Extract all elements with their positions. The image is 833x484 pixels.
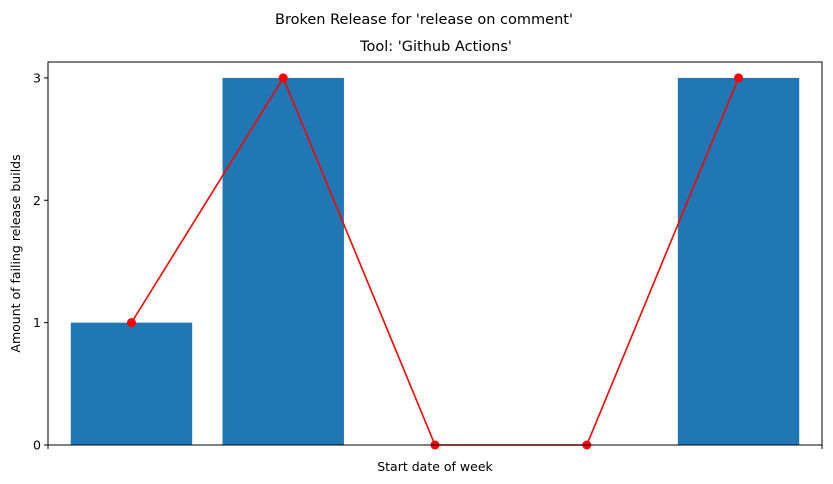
y-axis-label: Amount of failing release builds [8, 154, 23, 352]
x-axis-label: Start date of week [377, 459, 493, 474]
line-point-1 [126, 318, 136, 328]
bar-5 [677, 77, 800, 445]
chart-subtitle: Tool: 'Github Actions' [359, 39, 512, 55]
y-tick-label-0: 0 [33, 438, 41, 453]
bar-2 [222, 77, 344, 445]
y-tick-label-3: 3 [33, 70, 41, 85]
chart-title: Broken Release for 'release on comment' [275, 12, 573, 28]
bar-1 [70, 322, 193, 445]
plot-area [70, 73, 800, 450]
y-tick-label-1: 1 [33, 315, 41, 330]
line-point-5 [734, 73, 744, 83]
plot-frame [47, 61, 823, 446]
y-tick-label-2: 2 [33, 193, 41, 208]
series-line [130, 76, 740, 446]
line-point-2 [278, 73, 288, 83]
